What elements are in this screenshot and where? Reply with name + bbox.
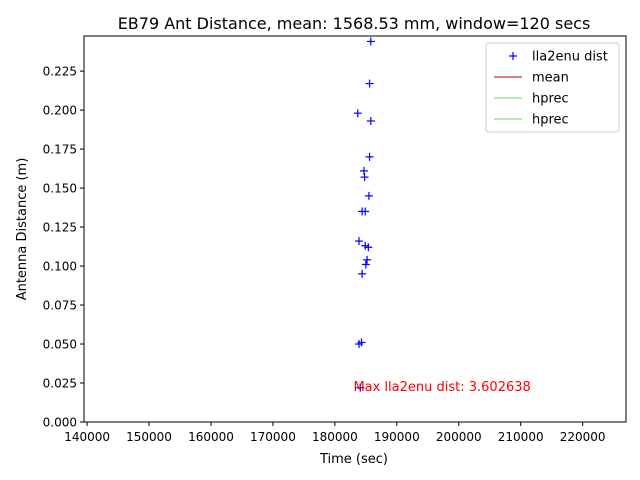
- y-tick-label: 0.200: [43, 104, 77, 118]
- y-tick-label: 0.050: [43, 338, 77, 352]
- legend: lla2enu dist mean hprec hprec: [486, 43, 619, 132]
- x-tick-label: 190000: [374, 430, 420, 444]
- annotation-max-dist: Max lla2enu dist: 3.602638: [353, 380, 530, 395]
- x-tick-label: 210000: [498, 430, 544, 444]
- y-tick-label: 0.025: [43, 377, 77, 391]
- chart-title: EB79 Ant Distance, mean: 1568.53 mm, win…: [118, 14, 591, 33]
- legend-label: mean: [532, 71, 569, 86]
- x-tick-label: 140000: [64, 430, 110, 444]
- x-tick-label: 170000: [250, 430, 296, 444]
- x-tick-label: 160000: [188, 430, 234, 444]
- y-axis-label: Antenna Distance (m): [15, 158, 30, 301]
- y-tick-label: 0.175: [43, 143, 77, 157]
- y-tick-label: 0.150: [43, 182, 77, 196]
- y-tick-label: 0.225: [43, 65, 77, 79]
- y-tick-label: 0.100: [43, 260, 77, 274]
- x-tick-label: 150000: [126, 430, 172, 444]
- y-tick-label: 0.125: [43, 221, 77, 235]
- y-tick-label: 0.075: [43, 299, 77, 313]
- legend-label: lla2enu dist: [532, 50, 608, 65]
- legend-label: hprec: [532, 92, 569, 107]
- x-axis-label: Time (sec): [319, 452, 388, 467]
- y-tick-label: 0.000: [43, 416, 77, 430]
- legend-label: hprec: [532, 113, 569, 128]
- x-tick-label: 200000: [436, 430, 482, 444]
- x-tick-label: 220000: [560, 430, 606, 444]
- x-tick-label: 180000: [312, 430, 358, 444]
